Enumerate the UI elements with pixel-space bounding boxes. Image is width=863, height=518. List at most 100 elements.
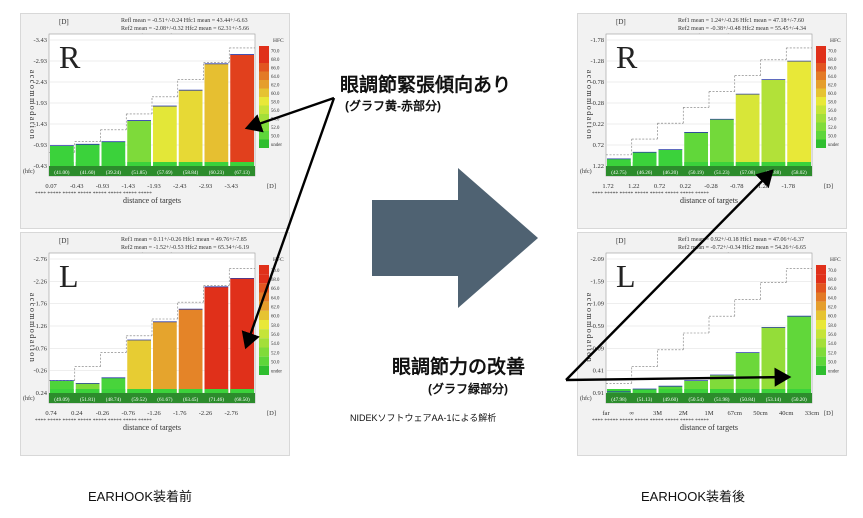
bar	[101, 141, 126, 168]
x-tick-label: 50cm	[753, 410, 767, 417]
legend-swatch	[259, 71, 269, 80]
marker-row: **** ***** ***** ***** ***** ***** *****…	[35, 418, 152, 424]
x-tick-label: 3M	[653, 410, 662, 417]
legend-swatch	[259, 105, 269, 114]
hfc-prefix-label: (hfc)	[23, 168, 35, 175]
legend-swatch	[816, 63, 826, 72]
legend-swatch	[816, 347, 826, 357]
x-tick-label: -0.43	[70, 183, 84, 190]
legend-label: under	[828, 143, 839, 148]
legend-label: 62.0	[271, 83, 280, 88]
software-note: NIDEKソフトウェアAA-1による解析	[350, 413, 497, 423]
x-tick-label: -0.76	[121, 410, 135, 417]
bar	[204, 63, 229, 168]
x-tick-label: -0.78	[730, 183, 744, 190]
legend-swatch	[816, 114, 826, 123]
y-unit-label: [D]	[59, 18, 69, 26]
stats-line: Ref2 mean = -0.72+/-0.34 Hfc2 mean = 54.…	[678, 244, 806, 251]
legend-label: 64.0	[828, 75, 837, 80]
y-tick-label: -3.43	[33, 37, 47, 44]
x-axis-label: distance of targets	[123, 423, 181, 432]
bar	[787, 316, 811, 395]
bar-base	[50, 389, 74, 395]
hfc-value-label: (39.24)	[106, 169, 121, 176]
bar-base	[735, 389, 760, 395]
y-tick-label: 0.72	[593, 142, 604, 149]
legend-label: 66.0	[271, 66, 280, 71]
x-tick-label: 40cm	[779, 410, 793, 417]
legend-label: 60.0	[828, 92, 837, 97]
legend-label: 68.0	[271, 278, 280, 283]
bar-base	[658, 162, 683, 168]
bar-base	[75, 389, 100, 395]
bar-base	[204, 389, 229, 395]
legend-swatch	[259, 356, 269, 366]
x-axis-label: distance of targets	[680, 423, 738, 432]
hfc-value-label: (60.23)	[209, 169, 224, 176]
legend-label: 50.0	[828, 134, 837, 139]
hfc-value-label: (50.84)	[740, 396, 755, 403]
bar-base	[684, 162, 708, 168]
caption-after: EARHOOK装着後	[641, 489, 746, 504]
hfc-label-strip	[606, 166, 812, 176]
hfc-value-label: (59.52)	[132, 396, 147, 403]
stats-line: Ref1 mean = 0.11+/-0.26 Hfc1 mean = 49.7…	[121, 236, 247, 243]
stats-line: Ref1 mean = 0.92+/-0.18 Hfc1 mean = 47.0…	[678, 236, 804, 243]
x-tick-label: -2.76	[224, 410, 238, 417]
legend-label: 62.0	[271, 306, 280, 311]
bar	[127, 340, 151, 395]
bar-base	[787, 389, 811, 395]
legend-swatch	[259, 320, 269, 330]
x-tick-label: 33cm	[805, 410, 819, 417]
legend-swatch	[259, 114, 269, 123]
y-tick-label: -2.26	[33, 278, 47, 285]
x-tick-label: -2.26	[199, 410, 213, 417]
hfc-value-label: (50.19)	[689, 169, 704, 176]
bar	[153, 106, 177, 168]
legend-label: 66.0	[828, 66, 837, 71]
y-tick-label: -2.93	[33, 58, 47, 65]
legend-swatch	[259, 283, 269, 293]
hfc-value-label: (57.69)	[157, 169, 172, 176]
hfc-value-label: (50.54)	[689, 396, 704, 403]
legend-swatch	[816, 131, 826, 140]
legend-label: 54.0	[271, 117, 280, 122]
legend-label: 56.0	[828, 333, 837, 338]
hfc-value-label: (51.85)	[132, 169, 147, 176]
legend-swatch	[259, 97, 269, 106]
bar	[178, 90, 203, 168]
bar-base	[230, 162, 254, 168]
hfc-value-label: (51.23)	[714, 169, 729, 176]
legend-label: 68.0	[828, 278, 837, 283]
bar-base	[127, 389, 151, 395]
bar	[735, 352, 760, 395]
legend-swatch	[259, 265, 269, 275]
bar	[710, 119, 734, 168]
hfc-value-label: (63.45)	[183, 396, 198, 403]
hfc-value-label: (51.98)	[714, 396, 729, 403]
y-tick-label: -2.76	[33, 256, 47, 263]
legend-swatch	[259, 88, 269, 97]
hfc-value-label: (41.00)	[54, 169, 69, 176]
legend-swatch	[259, 329, 269, 339]
hfc-prefix-label: (hfc)	[580, 395, 592, 402]
x-tick-label: 0.74	[45, 410, 57, 417]
legend-label: 52.0	[271, 351, 280, 356]
legend-swatch	[259, 63, 269, 72]
x-tick-label: 0.72	[654, 183, 665, 190]
legend-swatch	[259, 301, 269, 311]
chart-svg: [D] Refl mean = -0.51+/-0.24 Hfc1 mean = …	[23, 17, 284, 205]
hfc-value-label: (51.81)	[80, 396, 95, 403]
legend-swatch	[259, 310, 269, 320]
legend-swatch	[816, 105, 826, 114]
x-tick-label: 2M	[679, 410, 688, 417]
legend-label: 64.0	[271, 296, 280, 301]
hfc-value-label: (67.13)	[235, 169, 250, 176]
legend-swatch	[816, 54, 826, 63]
hfc-label-strip	[606, 393, 812, 403]
legend-swatch	[816, 356, 826, 366]
y-tick-label: -1.59	[590, 278, 604, 285]
legend-swatch	[816, 320, 826, 330]
eye-letter: R	[59, 39, 81, 75]
x-tick-label: 0.24	[71, 410, 83, 417]
